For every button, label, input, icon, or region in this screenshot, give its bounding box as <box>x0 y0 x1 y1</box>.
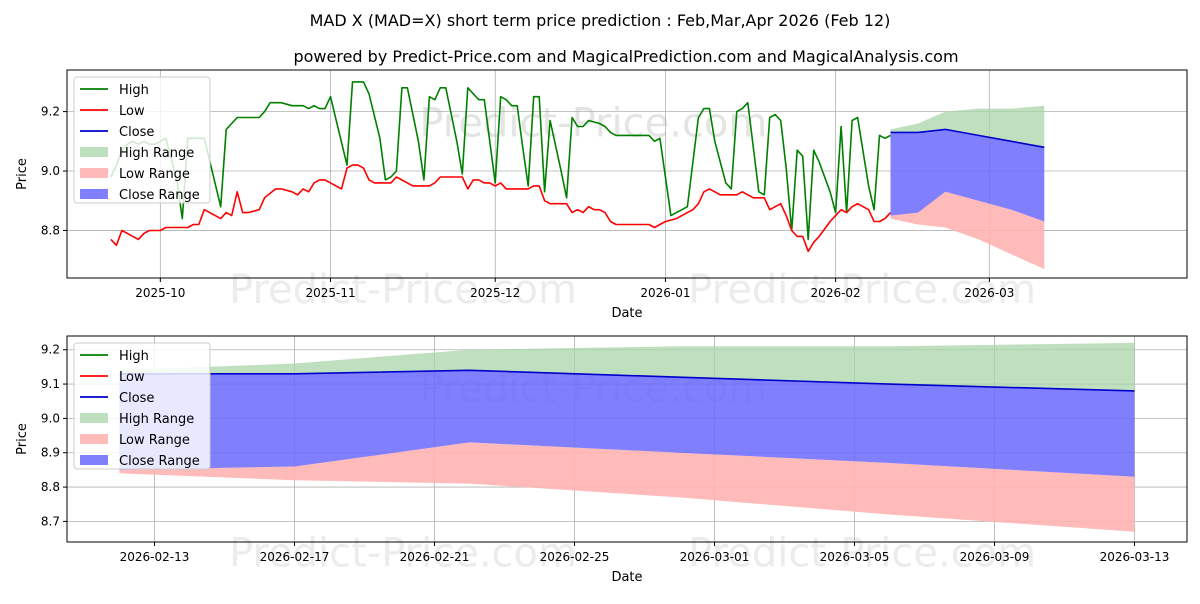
watermark: Predict-Price.com <box>229 531 577 577</box>
legend-label: Low Range <box>119 433 190 448</box>
x-tick-label: 2026-03-05 <box>820 550 890 564</box>
legend-label: Low Range <box>119 167 190 182</box>
legend-swatch-close-range <box>80 189 108 199</box>
x-tick-label: 2026-02-17 <box>260 550 330 564</box>
series-line-close <box>890 128 1045 149</box>
y-tick-label: 9.2 <box>41 105 60 119</box>
x-tick-label: 2025-10 <box>135 286 185 300</box>
y-axis-label: Price <box>15 423 30 455</box>
range-close-range <box>890 129 1045 222</box>
x-tick-label: 2025-12 <box>470 286 520 300</box>
x-tick-label: 2026-02-21 <box>400 550 470 564</box>
range-low-range <box>890 191 1045 270</box>
range-high-range <box>119 342 1135 391</box>
watermark: Predict-Price.com <box>688 267 1036 313</box>
y-tick-label: 8.7 <box>41 514 60 528</box>
legend: High Low Close High Range Low Range Close Ran… <box>73 342 211 470</box>
chart-panel-2: Predict-Price.comPredict-Price.comPredic… <box>15 335 1188 585</box>
plot-area <box>110 81 1045 270</box>
legend-label: High <box>119 349 149 364</box>
plot-frame <box>66 335 1188 543</box>
x-tick-label: 2026-02-25 <box>540 550 610 564</box>
x-tick-label: 2026-02 <box>811 286 861 300</box>
legend-label: Close Range <box>119 454 200 469</box>
chart-subtitle: powered by Predict-Price.com and Magical… <box>293 47 958 66</box>
y-tick-label: 8.8 <box>41 223 60 237</box>
series-line-high <box>110 81 891 241</box>
legend-label: Low <box>119 370 145 385</box>
legend-swatch-low-range <box>80 434 108 444</box>
x-axis-label: Date <box>611 570 642 585</box>
legend-label: High <box>119 83 149 98</box>
legend-swatch-close-range <box>80 455 108 465</box>
legend-label: Close Range <box>119 188 200 203</box>
series-line-low <box>110 164 892 253</box>
range-high-range <box>890 105 1045 148</box>
range-close-range <box>119 370 1135 477</box>
x-tick-label: 2025-11 <box>305 286 355 300</box>
x-tick-label: 2026-01 <box>640 286 690 300</box>
x-axis-label: Date <box>611 306 642 321</box>
legend-label: High Range <box>119 412 194 427</box>
x-tick-label: 2026-03-13 <box>1100 550 1170 564</box>
x-tick-label: 2026-02-13 <box>120 550 190 564</box>
x-tick-label: 2026-03-09 <box>960 550 1030 564</box>
y-tick-label: 9.2 <box>41 343 60 357</box>
watermark: Predict-Price.com <box>688 531 1036 577</box>
chart-title: MAD X (MAD=X) short term price predictio… <box>310 11 891 30</box>
y-tick-label: 8.8 <box>41 480 60 494</box>
x-tick-label: 2026-03 <box>964 286 1014 300</box>
legend-swatch-high-range <box>80 413 108 423</box>
y-axis-label: Price <box>15 158 30 190</box>
plot-frame <box>66 69 1188 279</box>
legend-label: Close <box>119 391 154 406</box>
range-low-range <box>119 442 1135 532</box>
y-tick-label: 8.9 <box>41 446 60 460</box>
legend: High Low Close High Range Low Range Close Ran… <box>73 76 211 204</box>
legend-label: Close <box>119 125 154 140</box>
series-line-close <box>119 369 1135 392</box>
watermark: Predict-Price.com <box>229 267 577 313</box>
y-tick-label: 9.0 <box>41 164 60 178</box>
plot-area <box>119 342 1135 532</box>
x-tick-label: 2026-03-01 <box>680 550 750 564</box>
y-tick-label: 9.1 <box>41 377 60 391</box>
legend-swatch-low-range <box>80 168 108 178</box>
legend-label: Low <box>119 104 145 119</box>
y-tick-label: 9.0 <box>41 411 60 425</box>
legend-label: High Range <box>119 146 194 161</box>
legend-swatch-high-range <box>80 147 108 157</box>
